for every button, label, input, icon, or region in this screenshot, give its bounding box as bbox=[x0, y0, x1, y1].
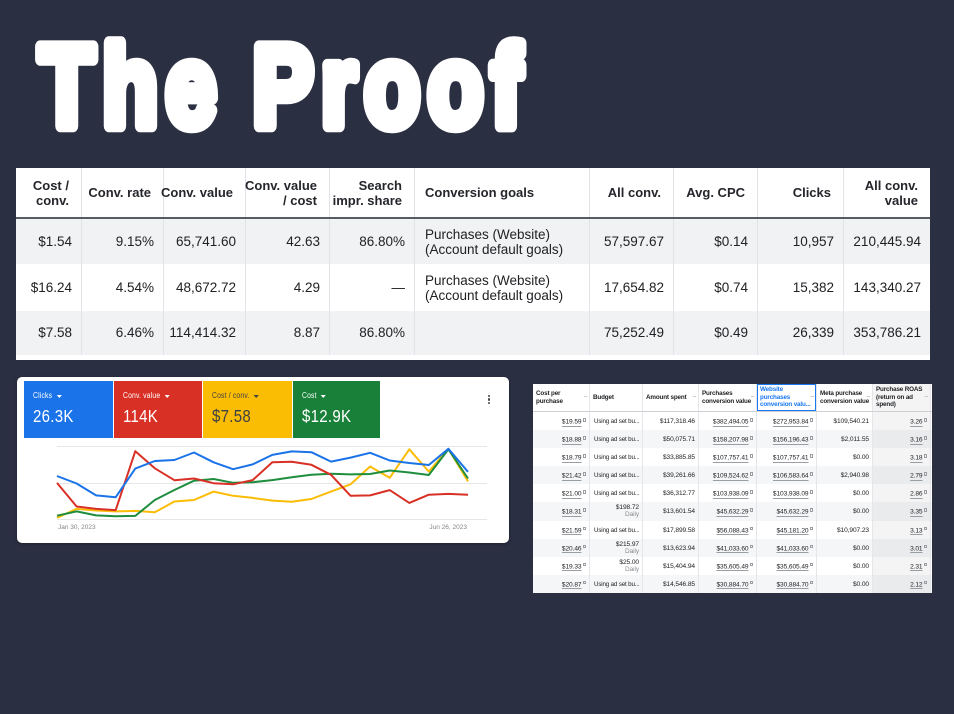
svg-text:The Proof: The Proof bbox=[39, 22, 529, 151]
